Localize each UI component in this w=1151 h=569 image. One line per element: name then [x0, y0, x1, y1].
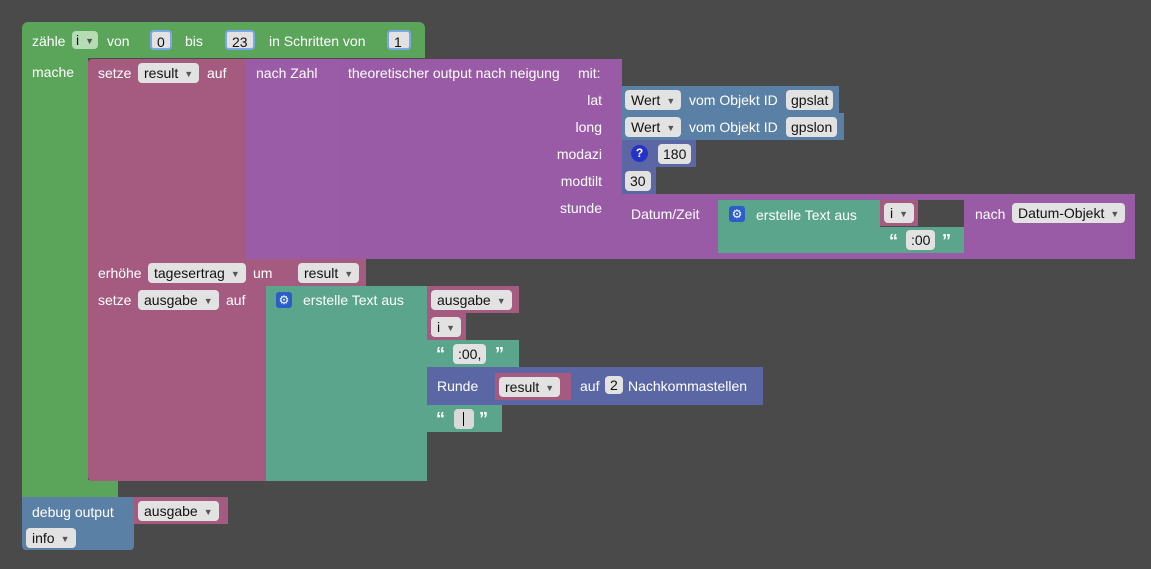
open-quote-icon: “ — [436, 344, 445, 364]
increment-value-block[interactable]: result ▼ — [294, 259, 366, 286]
ausgabe-variable-dropdown[interactable]: ausgabe ▼ — [138, 290, 219, 310]
round-digits-input[interactable]: 2 — [605, 376, 623, 394]
param-stunde-label: stunde — [559, 200, 602, 216]
join-item-ausgabe-var[interactable]: ausgabe ▼ — [427, 286, 519, 313]
modtilt-number-block[interactable]: 30 — [622, 167, 656, 194]
function-with-label: mit: — [578, 65, 601, 81]
stunde-var-block[interactable]: i ▼ — [880, 200, 918, 226]
loop-step-label: in Schritten von — [269, 33, 366, 49]
join-item-i-var[interactable]: i ▼ — [427, 313, 466, 340]
debug-value-block[interactable]: ausgabe ▼ — [134, 497, 228, 524]
loop-from-label: von — [107, 33, 130, 49]
round-var-block[interactable]: result ▼ — [495, 373, 571, 400]
param-long-label: long — [575, 119, 602, 135]
lat-object-id[interactable]: gpslat — [786, 90, 834, 110]
text-join-ausgabe-block[interactable]: ⚙ erstelle Text aus — [266, 286, 427, 481]
open-quote-icon: “ — [436, 409, 445, 429]
modtilt-value[interactable]: 30 — [625, 171, 651, 191]
result-variable-dropdown[interactable]: result ▼ — [138, 63, 200, 83]
loop-keyword: zähle — [32, 33, 66, 49]
round-decimals-label: Nachkommastellen — [628, 378, 748, 394]
for-loop-block[interactable]: zähle i ▼ von 0 bis 23 in Schritten von 1 — [22, 22, 425, 58]
param-modazi-label: modazi — [556, 146, 602, 162]
loop-to-input[interactable]: 23 — [225, 30, 255, 50]
loop-variable-dropdown[interactable]: i ▼ — [72, 31, 99, 49]
close-quote-icon: ” — [942, 231, 951, 251]
tagesertrag-dropdown[interactable]: tagesertrag ▼ — [148, 263, 246, 283]
join-ausgabe-dropdown[interactable]: ausgabe ▼ — [431, 290, 512, 310]
debug-label: debug output — [32, 504, 114, 520]
long-of-object-label: vom Objekt ID — [689, 119, 778, 135]
increment-by-label: um — [253, 265, 273, 281]
set-ausgabe-keyword: setze — [98, 292, 132, 308]
gear-icon[interactable]: ⚙ — [276, 292, 292, 308]
empty-text-input[interactable] — [454, 409, 474, 429]
loop-do-label: mache — [32, 64, 75, 80]
debug-output-block[interactable]: debug output info ▼ — [22, 497, 134, 550]
set-ausgabe-to-label: auf — [226, 292, 246, 308]
debug-value-dropdown[interactable]: ausgabe ▼ — [138, 501, 219, 521]
datetime-label: Datum/Zeit — [631, 206, 700, 222]
get-state-lat-block[interactable]: Wert ▼ vom Objekt ID gpslat — [622, 86, 839, 113]
increment-keyword: erhöhe — [98, 265, 142, 281]
long-attribute-dropdown[interactable]: Wert ▼ — [625, 117, 682, 137]
open-quote-icon: “ — [889, 231, 898, 251]
stunde-text-block[interactable]: “ :00 ” — [880, 227, 964, 253]
get-state-long-block[interactable]: Wert ▼ vom Objekt ID gpslon — [622, 113, 844, 140]
to-number-block[interactable]: nach Zahl — [246, 59, 339, 259]
datetime-format-dropdown[interactable]: Datum-Objekt ▼ — [1012, 203, 1126, 223]
loop-to-label: bis — [185, 33, 203, 49]
join-item-text[interactable]: “ :00, ” — [427, 340, 519, 367]
increment-value-dropdown[interactable]: result ▼ — [298, 263, 360, 283]
help-icon[interactable]: ? — [631, 145, 648, 162]
set-ausgabe-block[interactable]: setze ausgabe ▼ auf — [88, 286, 268, 481]
modazi-value[interactable]: 180 — [658, 144, 692, 164]
increment-block[interactable]: erhöhe tagesertrag ▼ um — [88, 259, 294, 286]
join-i-dropdown[interactable]: i ▼ — [431, 317, 462, 337]
loop-from-input[interactable]: 0 — [150, 30, 172, 50]
function-name: theoretischer output nach neigung — [348, 65, 560, 81]
round-var-dropdown[interactable]: result ▼ — [499, 377, 561, 397]
set-result-block[interactable]: setze result ▼ auf — [88, 59, 248, 259]
close-quote-icon: ” — [495, 344, 504, 364]
join-text-value[interactable]: :00, — [453, 344, 487, 364]
function-call-block[interactable]: theoretischer output nach neigung mit: l… — [338, 59, 622, 259]
stunde-text-value[interactable]: :00 — [906, 230, 936, 250]
param-modtilt-label: modtilt — [560, 173, 602, 189]
round-to-label: auf — [580, 378, 600, 394]
loop-body-rail — [22, 58, 88, 497]
join-label: erstelle Text aus — [756, 207, 857, 223]
to-number-label: nach Zahl — [256, 65, 318, 81]
set-keyword: setze — [98, 65, 132, 81]
round-block[interactable]: Runde auf 2 Nachkommastellen — [427, 367, 763, 405]
join-item-empty-text[interactable]: “ ” — [427, 405, 502, 432]
round-label: Runde — [437, 378, 479, 394]
lat-attribute-dropdown[interactable]: Wert ▼ — [625, 90, 682, 110]
long-object-id[interactable]: gpslon — [786, 117, 838, 137]
param-lat-label: lat — [587, 92, 602, 108]
ausgabe-join-label: erstelle Text aus — [303, 292, 404, 308]
close-quote-icon: ” — [479, 409, 488, 429]
loop-bottom-bar — [88, 480, 118, 497]
loop-step-input[interactable]: 1 — [387, 30, 411, 50]
modazi-number-block[interactable]: ? 180 — [622, 140, 696, 167]
lat-of-object-label: vom Objekt ID — [689, 92, 778, 108]
set-to-label: auf — [207, 65, 227, 81]
stunde-var-dropdown[interactable]: i ▼ — [884, 203, 915, 223]
gear-icon[interactable]: ⚙ — [729, 206, 745, 222]
datetime-to-label: nach — [975, 206, 1006, 222]
debug-level-dropdown[interactable]: info ▼ — [26, 528, 76, 548]
